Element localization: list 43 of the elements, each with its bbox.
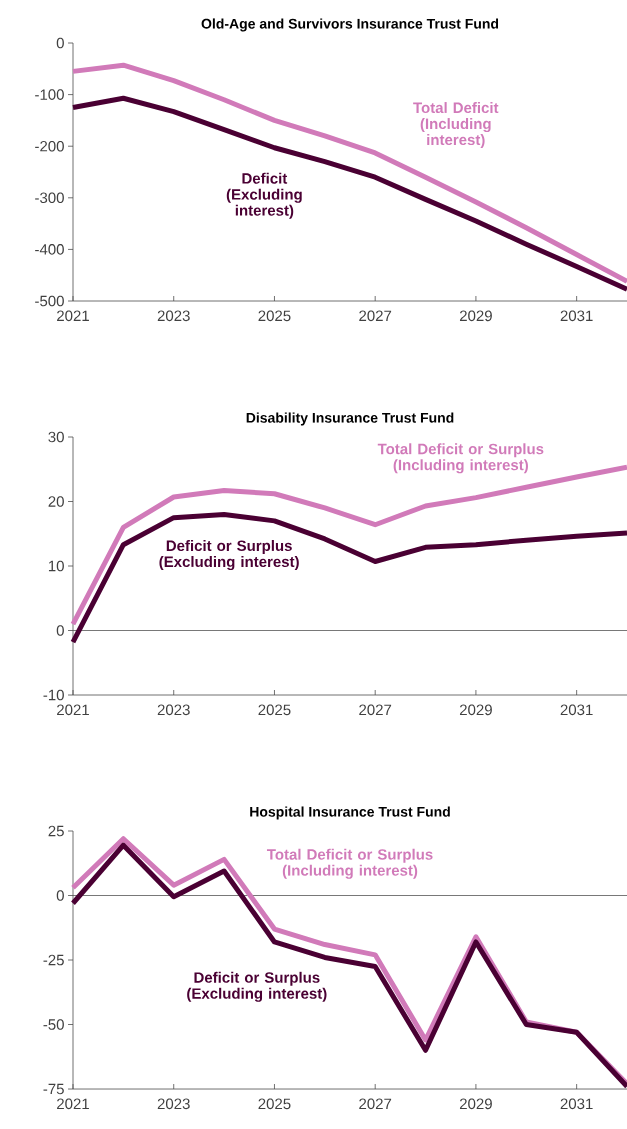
x-tick-label: 2021 — [57, 310, 89, 322]
x-tick-label: 2025 — [258, 1098, 291, 1110]
series-label: Total Deficit or Surplus (Including interest) — [266, 848, 433, 879]
series-label: Deficit (Excluding interest) — [226, 172, 302, 219]
x-tick-label: 2025 — [258, 704, 291, 716]
y-tick-label: -75 — [43, 1083, 64, 1095]
y-tick-label: -100 — [35, 89, 64, 100]
y-tick-label: -50 — [43, 1019, 64, 1030]
x-tick-label: 2027 — [359, 1098, 392, 1110]
x-tick-label: 2029 — [459, 1098, 492, 1110]
x-tick-label: 2027 — [359, 310, 392, 322]
y-tick-label: -25 — [43, 954, 64, 966]
y-tick-label: -10 — [43, 689, 64, 701]
x-tick-label: 2029 — [459, 704, 492, 716]
y-tick-label: 10 — [48, 560, 64, 572]
y-tick-label: 20 — [48, 496, 64, 507]
series-label: Total Deficit or Surplus (Including interest) — [377, 443, 544, 474]
x-tick-label: 2025 — [258, 310, 291, 322]
y-tick-label: -200 — [35, 140, 64, 152]
y-tick-label: 0 — [56, 37, 64, 49]
x-tick-label: 2023 — [157, 310, 190, 322]
y-tick-label: -300 — [35, 192, 64, 204]
x-tick-label: 2021 — [57, 704, 89, 716]
x-tick-label: 2027 — [359, 704, 392, 716]
y-tick-label: -500 — [35, 295, 64, 307]
series-label: Deficit or Surplus (Excluding interest) — [187, 971, 327, 1002]
x-tick-label: 2023 — [157, 1098, 190, 1110]
chart-title: Old-Age and Survivors Insurance Trust Fund — [201, 18, 499, 32]
y-tick-label: 25 — [48, 825, 64, 837]
x-tick-label: 2023 — [157, 704, 190, 716]
x-tick-label: 2031 — [560, 1098, 593, 1110]
x-tick-label: 2029 — [459, 310, 492, 322]
x-tick-label: 2031 — [560, 704, 593, 716]
chart-title: Hospital Insurance Trust Fund — [250, 806, 450, 820]
y-tick-label: 0 — [56, 625, 64, 636]
series-label: Deficit or Surplus (Excluding interest) — [159, 540, 299, 571]
x-tick-label: 2021 — [57, 1098, 89, 1110]
x-tick-label: 2031 — [560, 310, 593, 322]
chart-title: Disability Insurance Trust Fund — [246, 412, 454, 426]
y-tick-label: 0 — [56, 890, 64, 901]
y-tick-label: 30 — [48, 431, 64, 443]
series-label: Total Deficit (Including interest) — [413, 102, 499, 149]
y-tick-label: -400 — [35, 244, 64, 255]
